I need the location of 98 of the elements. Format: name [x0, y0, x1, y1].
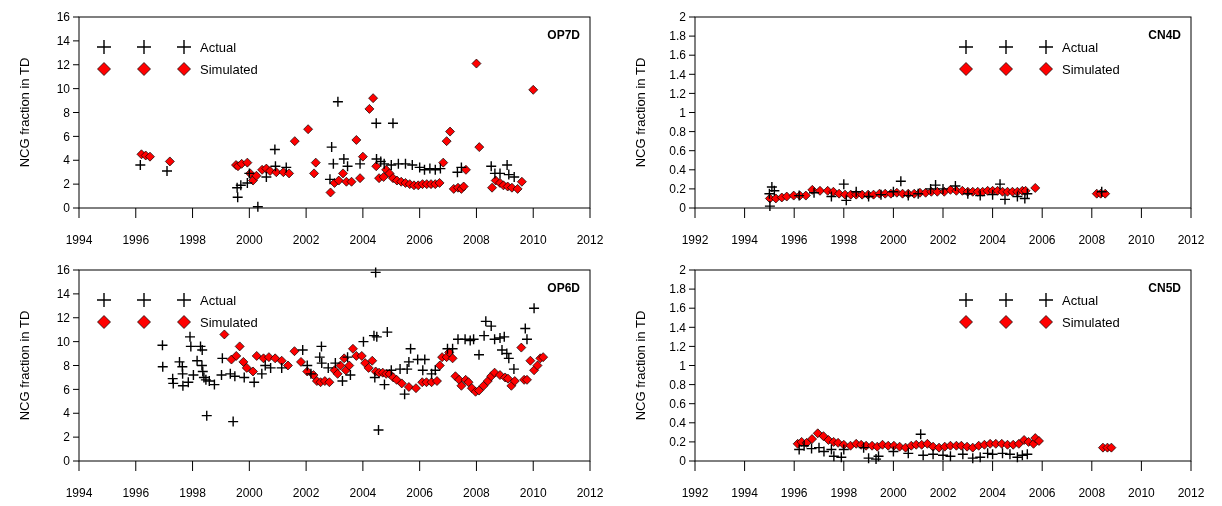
y-tick-label: 0.4: [669, 416, 687, 430]
y-tick-label: 0.2: [669, 435, 687, 450]
y-tick-label: 16: [56, 10, 71, 25]
x-tick-label: 2010: [1128, 233, 1156, 247]
x-tick-label: 1996: [122, 233, 150, 247]
x-tick-label: 2008: [1078, 486, 1106, 500]
y-tick-label: 4: [63, 153, 71, 168]
y-tick-label: 14: [56, 287, 71, 302]
y-axis-title: NCG fraction in TD: [633, 57, 648, 168]
y-tick-label: 2: [63, 430, 71, 445]
x-tick-label: 2010: [519, 233, 547, 247]
x-tick-label: 1996: [780, 233, 808, 247]
x-tick-label: 1996: [780, 486, 808, 500]
x-tick-label: 2012: [1177, 486, 1205, 500]
y-tick-label: 16: [56, 263, 71, 278]
x-tick-label: 2012: [1177, 233, 1205, 247]
y-tick-label: 14: [56, 34, 71, 49]
y-tick-label: 2: [679, 263, 687, 278]
y-tick-label: 10: [56, 81, 71, 96]
legend-label: Actual: [200, 292, 237, 308]
y-axis-title: NCG fraction in TD: [17, 310, 32, 421]
y-tick-label: 1.6: [669, 48, 687, 63]
y-tick-label: 8: [63, 358, 71, 373]
x-tick-label: 1994: [731, 233, 759, 247]
y-tick-label: 2: [679, 10, 687, 25]
x-tick-label: 1998: [179, 233, 207, 247]
legend-label: Actual: [1062, 292, 1099, 308]
x-tick-label: 2008: [463, 486, 491, 500]
x-tick-label: 1996: [122, 486, 150, 500]
text: CN5D: [1148, 281, 1182, 295]
x-tick-label: 2002: [929, 233, 957, 247]
y-tick-label: 4: [63, 406, 71, 421]
x-tick-label: 2002: [292, 486, 320, 500]
x-tick-label: 2004: [349, 486, 377, 500]
y-tick-label: 1.6: [669, 301, 687, 316]
x-tick-label: 2010: [1128, 486, 1156, 500]
y-tick-label: 6: [63, 382, 71, 397]
y-tick-label: 0: [679, 454, 687, 469]
x-tick-label: 1998: [830, 486, 858, 500]
y-tick-label: 1: [679, 358, 687, 373]
legend-label: Simulated: [200, 314, 258, 330]
x-tick-label: 2002: [929, 486, 957, 500]
x-tick-label: 1992: [681, 233, 709, 247]
text: OP6D: [547, 281, 581, 295]
y-tick-label: 1.2: [669, 339, 687, 354]
x-tick-label: 2006: [406, 486, 434, 500]
x-tick-label: 2000: [880, 233, 908, 247]
x-tick-label: 2004: [979, 233, 1007, 247]
y-tick-label: 0.6: [669, 396, 687, 411]
y-axis-title: NCG fraction in TD: [633, 310, 648, 421]
y-tick-label: 0.2: [669, 182, 687, 197]
text: CN4D: [1148, 28, 1182, 42]
y-tick-label: 8: [63, 105, 71, 120]
x-tick-label: 1998: [179, 486, 207, 500]
y-tick-label: 6: [63, 129, 71, 144]
y-tick-label: 1: [679, 105, 687, 120]
x-tick-label: 2000: [235, 233, 263, 247]
x-tick-label: 2004: [979, 486, 1007, 500]
x-tick-label: 2000: [880, 486, 908, 500]
y-tick-label: 2: [63, 177, 71, 192]
text: OP7D: [547, 28, 581, 42]
y-tick-label: 12: [56, 57, 71, 72]
x-tick-label: 2010: [519, 486, 547, 500]
y-tick-label: 0: [679, 201, 687, 216]
x-tick-label: 1994: [65, 486, 93, 500]
y-axis-title: NCG fraction in TD: [17, 57, 32, 168]
x-tick-label: 2008: [1078, 233, 1106, 247]
y-tick-label: 0: [63, 454, 71, 469]
x-tick-label: 2004: [349, 233, 377, 247]
y-tick-label: 12: [56, 310, 71, 325]
legend-label: Simulated: [200, 61, 258, 77]
y-tick-label: 1.4: [669, 67, 687, 82]
x-tick-label: 2002: [292, 233, 320, 247]
legend-label: Simulated: [1062, 61, 1120, 77]
y-tick-label: 0.6: [669, 143, 687, 158]
x-tick-label: 2012: [576, 233, 604, 247]
x-tick-label: 2006: [406, 233, 434, 247]
y-tick-label: 1.2: [669, 86, 687, 101]
x-tick-label: 2012: [576, 486, 604, 500]
y-tick-label: 1.8: [669, 29, 687, 44]
y-tick-label: 0.4: [669, 163, 687, 177]
x-tick-label: 1994: [65, 233, 93, 247]
x-tick-label: 1998: [830, 233, 858, 247]
y-tick-label: 1.4: [669, 320, 687, 335]
legend-label: Actual: [1062, 39, 1099, 55]
x-tick-label: 1992: [681, 486, 709, 500]
y-tick-label: 0.8: [669, 124, 687, 139]
x-tick-label: 2000: [235, 486, 263, 500]
y-tick-label: 1.8: [669, 282, 687, 297]
legend-label: Actual: [200, 39, 237, 55]
y-tick-label: 10: [56, 334, 71, 349]
x-tick-label: 2006: [1028, 486, 1056, 500]
legend-label: Simulated: [1062, 314, 1120, 330]
x-tick-label: 2008: [463, 233, 491, 247]
y-tick-label: 0.8: [669, 377, 687, 392]
y-tick-label: 0: [63, 201, 71, 216]
x-tick-label: 1994: [731, 486, 759, 500]
x-tick-label: 2006: [1028, 233, 1056, 247]
